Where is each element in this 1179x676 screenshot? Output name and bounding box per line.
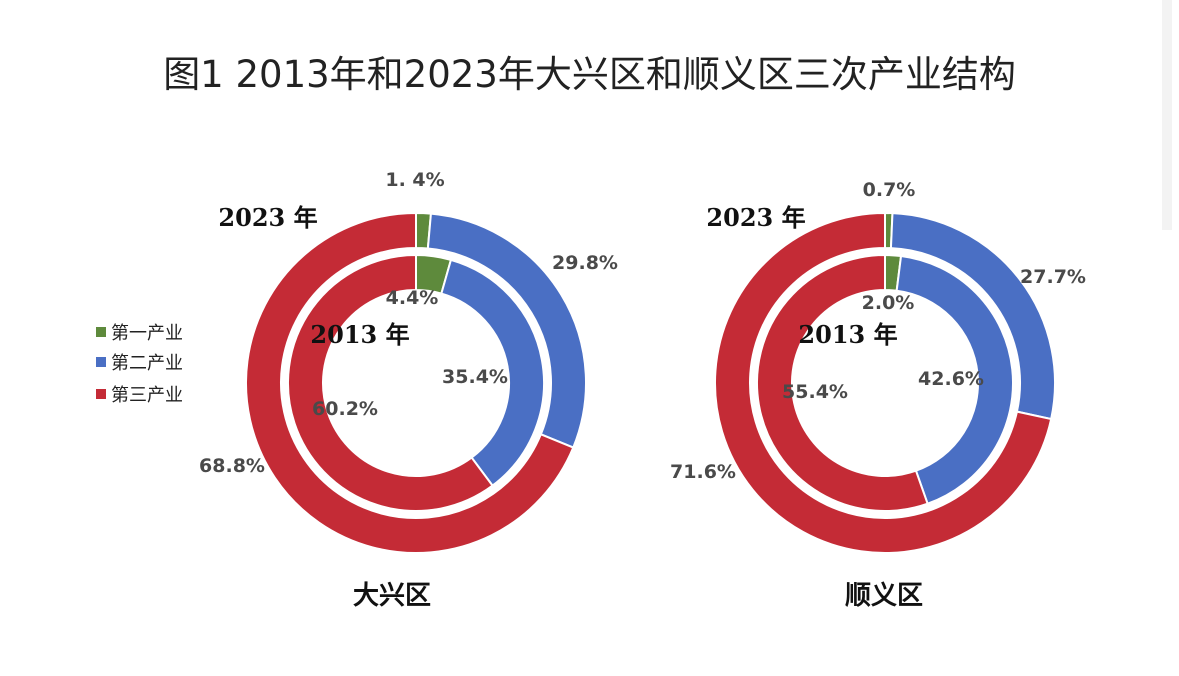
- data-label: 1. 4%: [385, 169, 444, 191]
- donut-slice: [245, 211, 575, 554]
- outer-ring: [245, 211, 587, 554]
- outer-ring-label: 2023 年: [706, 203, 805, 232]
- data-label: 29.8%: [552, 252, 618, 274]
- legend-label: 第三产业: [111, 385, 183, 406]
- inner-ring: [287, 253, 545, 512]
- data-label: 4.4%: [386, 287, 439, 309]
- donut-slice: [440, 258, 545, 488]
- donut-chart: 0.7% 27.7% 71.6% 2.0% 42.6% 55.4% 2023 年 2013 年…: [670, 179, 1086, 611]
- legend-label: 第一产业: [111, 323, 183, 344]
- data-label: 71.6%: [670, 461, 736, 483]
- donut-slice: [895, 254, 1015, 505]
- inner-ring-label: 2013 年: [310, 320, 409, 349]
- data-label: 68.8%: [199, 455, 265, 477]
- inner-ring: [756, 253, 1015, 512]
- data-label: 55.4%: [782, 381, 848, 403]
- donut-slice: [287, 253, 494, 512]
- data-label: 27.7%: [1020, 266, 1086, 288]
- legend-swatch: [96, 327, 106, 337]
- legend-item: 第二产业: [96, 353, 183, 374]
- legend-swatch: [96, 389, 106, 399]
- donut-chart: 1. 4% 29.8% 68.8% 4.4% 35.4% 60.2% 2023 年 2013 …: [199, 169, 618, 611]
- data-label: 0.7%: [863, 179, 916, 201]
- donut-slice: [756, 253, 929, 512]
- legend-item: 第三产业: [96, 385, 183, 406]
- data-label: 35.4%: [442, 366, 508, 388]
- data-label: 2.0%: [862, 292, 915, 314]
- outer-ring: [714, 211, 1056, 554]
- data-label: 60.2%: [312, 398, 378, 420]
- scrollbar-edge: [1162, 0, 1172, 230]
- donut-charts: 1. 4% 29.8% 68.8% 4.4% 35.4% 60.2% 2023 年 2013 …: [199, 169, 1086, 611]
- district-label: 顺义区: [845, 581, 923, 611]
- chart-title: 图1 2013年和2023年大兴区和顺义区三次产业结构: [163, 53, 1016, 96]
- donut-slice: [714, 211, 1053, 554]
- legend-item: 第一产业: [96, 323, 183, 344]
- legend-label: 第二产业: [111, 353, 183, 374]
- data-label: 42.6%: [918, 368, 984, 390]
- inner-ring-label: 2013 年: [798, 320, 897, 349]
- district-label: 大兴区: [353, 581, 431, 611]
- legend-swatch: [96, 357, 106, 367]
- outer-ring-label: 2023 年: [218, 203, 317, 232]
